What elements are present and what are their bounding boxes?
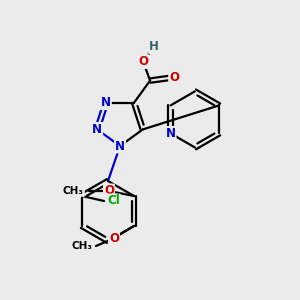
Text: CH₃: CH₃: [63, 186, 84, 196]
Text: N: N: [166, 127, 176, 140]
Text: N: N: [115, 140, 125, 152]
Text: Cl: Cl: [107, 194, 120, 208]
Text: O: O: [138, 55, 148, 68]
Text: O: O: [169, 71, 179, 84]
Text: O: O: [109, 232, 119, 244]
Text: N: N: [92, 123, 102, 136]
Text: O: O: [104, 184, 114, 197]
Text: N: N: [101, 96, 111, 109]
Text: H: H: [149, 40, 159, 53]
Text: CH₃: CH₃: [72, 241, 93, 251]
